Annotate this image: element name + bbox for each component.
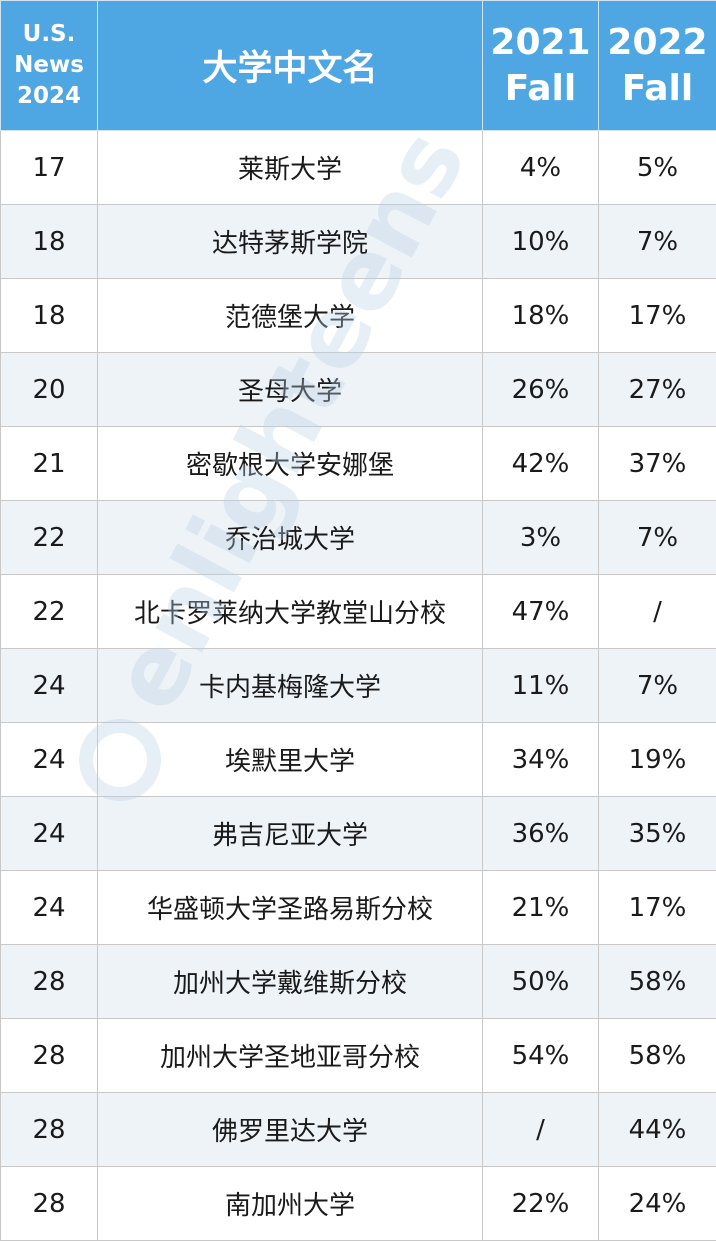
- rank-cell: 22: [1, 501, 98, 575]
- university-name-cell: 卡内基梅隆大学: [98, 649, 483, 723]
- fall-2021-cell: 42%: [483, 427, 599, 501]
- rank-cell: 18: [1, 279, 98, 353]
- fall-2021-cell: 34%: [483, 723, 599, 797]
- fall-2021-cell: 21%: [483, 871, 599, 945]
- header-rank-line1: U.S.: [1, 19, 97, 50]
- fall-2022-cell: 19%: [599, 723, 716, 797]
- rank-cell: 21: [1, 427, 98, 501]
- fall-2021-cell: 3%: [483, 501, 599, 575]
- fall-2021-cell: 36%: [483, 797, 599, 871]
- header-2021-year: 2021: [483, 20, 598, 66]
- fall-2022-cell: 44%: [599, 1093, 716, 1167]
- fall-2021-cell: 22%: [483, 1167, 599, 1241]
- university-name-cell: 南加州大学: [98, 1167, 483, 1241]
- university-name-cell: 佛罗里达大学: [98, 1093, 483, 1167]
- fall-2021-cell: 18%: [483, 279, 599, 353]
- fall-2022-cell: 17%: [599, 871, 716, 945]
- header-row: U.S. News 2024 大学中文名 2021 Fall 2022 Fall: [1, 1, 716, 131]
- fall-2022-cell: 27%: [599, 353, 716, 427]
- rank-cell: 17: [1, 131, 98, 205]
- rank-cell: 24: [1, 649, 98, 723]
- table-header: U.S. News 2024 大学中文名 2021 Fall 2022 Fall: [1, 1, 716, 131]
- fall-2022-cell: 35%: [599, 797, 716, 871]
- university-name-cell: 加州大学圣地亚哥分校: [98, 1019, 483, 1093]
- university-name-cell: 北卡罗莱纳大学教堂山分校: [98, 575, 483, 649]
- rank-cell: 18: [1, 205, 98, 279]
- university-name-cell: 范德堡大学: [98, 279, 483, 353]
- header-2022-term: Fall: [599, 66, 716, 112]
- university-name-cell: 加州大学戴维斯分校: [98, 945, 483, 1019]
- rank-cell: 24: [1, 723, 98, 797]
- fall-2021-cell: /: [483, 1093, 599, 1167]
- rank-cell: 20: [1, 353, 98, 427]
- fall-2022-cell: 58%: [599, 1019, 716, 1093]
- fall-2021-cell: 54%: [483, 1019, 599, 1093]
- fall-2022-cell: 37%: [599, 427, 716, 501]
- fall-2021-cell: 47%: [483, 575, 599, 649]
- fall-2022-cell: 17%: [599, 279, 716, 353]
- fall-2022-cell: 24%: [599, 1167, 716, 1241]
- header-rank: U.S. News 2024: [1, 1, 98, 131]
- header-2022-year: 2022: [599, 20, 716, 66]
- university-name-cell: 圣母大学: [98, 353, 483, 427]
- university-name-cell: 乔治城大学: [98, 501, 483, 575]
- rank-cell: 22: [1, 575, 98, 649]
- fall-2022-cell: 5%: [599, 131, 716, 205]
- university-name-cell: 莱斯大学: [98, 131, 483, 205]
- fall-2022-cell: 7%: [599, 501, 716, 575]
- fall-2022-cell: 7%: [599, 649, 716, 723]
- fall-2021-cell: 50%: [483, 945, 599, 1019]
- university-name-cell: 华盛顿大学圣路易斯分校: [98, 871, 483, 945]
- header-rank-line2: News: [1, 50, 97, 81]
- fall-2022-cell: /: [599, 575, 716, 649]
- rank-cell: 28: [1, 1167, 98, 1241]
- header-rank-line3: 2024: [1, 81, 97, 112]
- fall-2022-cell: 7%: [599, 205, 716, 279]
- header-2021-term: Fall: [483, 66, 598, 112]
- rank-cell: 24: [1, 871, 98, 945]
- university-name-cell: 达特茅斯学院: [98, 205, 483, 279]
- fall-2021-cell: 11%: [483, 649, 599, 723]
- fall-2021-cell: 26%: [483, 353, 599, 427]
- rank-cell: 28: [1, 1019, 98, 1093]
- header-name: 大学中文名: [98, 1, 483, 131]
- header-2021-fall: 2021 Fall: [483, 1, 599, 131]
- fall-2021-cell: 4%: [483, 131, 599, 205]
- rank-cell: 28: [1, 945, 98, 1019]
- rank-cell: 24: [1, 797, 98, 871]
- university-name-cell: 弗吉尼亚大学: [98, 797, 483, 871]
- fall-2022-cell: 58%: [599, 945, 716, 1019]
- fall-2021-cell: 10%: [483, 205, 599, 279]
- university-name-cell: 埃默里大学: [98, 723, 483, 797]
- header-2022-fall: 2022 Fall: [599, 1, 716, 131]
- rank-cell: 28: [1, 1093, 98, 1167]
- university-name-cell: 密歇根大学安娜堡: [98, 427, 483, 501]
